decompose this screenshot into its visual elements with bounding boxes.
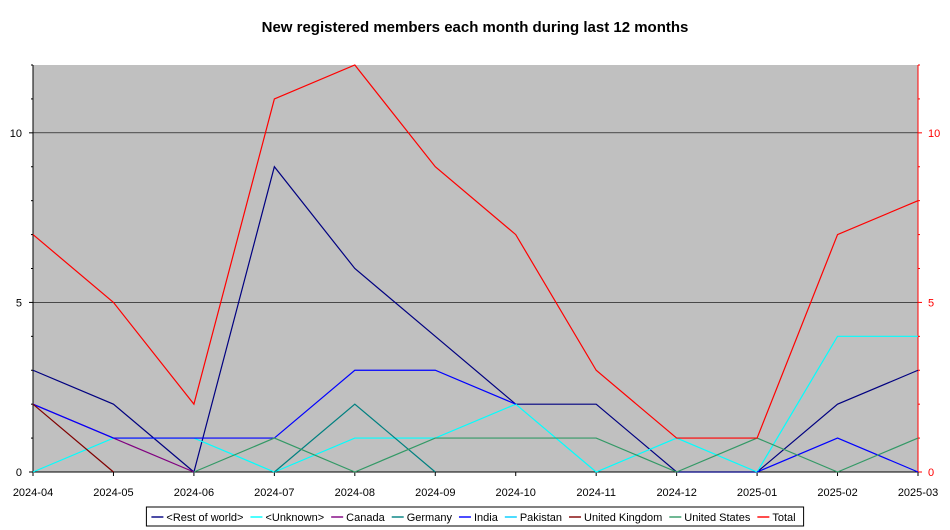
x-tick-label: 2024-06 xyxy=(174,487,214,499)
legend-item: Pakistan xyxy=(504,512,562,524)
x-tick-label: 2024-09 xyxy=(415,487,455,499)
y-tick-label-left: 10 xyxy=(10,128,22,140)
y-tick-label-right: 0 xyxy=(928,467,934,479)
y-tick-label-left: 5 xyxy=(16,297,22,309)
x-tick-label: 2025-01 xyxy=(737,487,777,499)
series-united-states xyxy=(193,437,919,473)
series-total xyxy=(32,64,919,439)
x-tick-label: 2025-03 xyxy=(898,487,938,499)
series-united-kingdom xyxy=(32,403,114,473)
legend: <Rest of world> <Unknown> Canada Germany Ind… xyxy=(145,506,805,527)
series-line xyxy=(32,64,919,439)
series-rest-of-world xyxy=(32,165,919,474)
y-tick-label-right: 5 xyxy=(928,297,934,309)
legend-label: Canada xyxy=(346,512,385,524)
x-tick-label: 2024-05 xyxy=(93,487,133,499)
x-tick-label: 2025-02 xyxy=(817,487,857,499)
legend-label: <Rest of world> xyxy=(166,512,243,524)
series-line xyxy=(32,403,114,473)
axes: 0 5 10 0 5 10 2024-04 2024-05 2024-06 2024-07 2024… xyxy=(10,64,940,499)
gridlines xyxy=(33,132,918,303)
legend-frame xyxy=(145,506,805,527)
legend-item: <Unknown> xyxy=(250,512,324,524)
legend-label: Total xyxy=(772,512,795,524)
legend-label: India xyxy=(474,512,499,524)
legend-item: Germany xyxy=(391,512,453,524)
legend-label: United Kingdom xyxy=(584,512,662,524)
legend-item: <Rest of world> xyxy=(151,512,243,524)
x-tick-label: 2024-04 xyxy=(13,487,53,499)
legend-item: Total xyxy=(757,512,796,524)
x-tick-label: 2024-07 xyxy=(254,487,294,499)
x-tick-label: 2024-11 xyxy=(576,487,616,499)
y-tick-label-left: 0 xyxy=(16,467,22,479)
legend-item: United Kingdom xyxy=(569,512,662,524)
chart-title: New registered members each month during… xyxy=(262,19,689,36)
plot-area xyxy=(33,65,918,472)
legend-label: Pakistan xyxy=(520,512,562,524)
legend-item: Canada xyxy=(331,512,386,524)
legend-label: <Unknown> xyxy=(265,512,324,524)
y-tick-label-right: 10 xyxy=(928,128,940,140)
x-tick-label: 2024-10 xyxy=(496,487,536,499)
legend-label: Germany xyxy=(407,512,453,524)
series-line xyxy=(756,437,919,473)
legend-label: United States xyxy=(684,512,751,524)
x-tick-label: 2024-08 xyxy=(335,487,375,499)
series-line xyxy=(193,437,919,473)
series-line xyxy=(32,165,919,474)
x-tick-label: 2024-12 xyxy=(656,487,696,499)
series-lines xyxy=(32,64,919,474)
legend-item: United States xyxy=(669,512,751,524)
legend-item: India xyxy=(458,512,499,524)
